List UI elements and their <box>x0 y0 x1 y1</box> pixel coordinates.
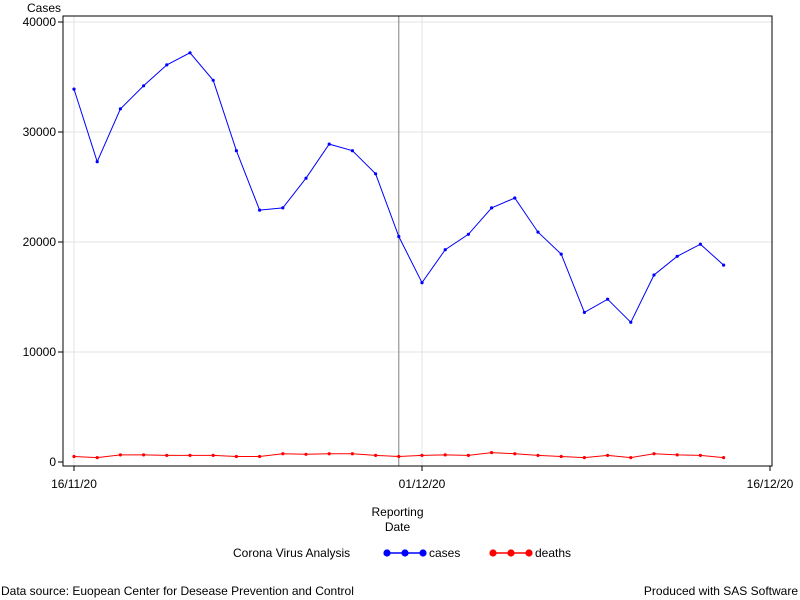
deaths-point <box>490 451 494 455</box>
legend: Corona Virus Analysis cases deaths <box>233 546 571 560</box>
deaths-point <box>698 453 703 457</box>
cases-point <box>95 160 99 164</box>
deaths-point <box>211 453 215 457</box>
cases-point <box>698 242 703 246</box>
legend-marker <box>401 549 409 557</box>
cases-point <box>443 248 447 252</box>
cases-point <box>722 263 726 267</box>
cases-point <box>606 297 610 301</box>
y-tick-label: 30000 <box>23 125 57 139</box>
deaths-point <box>675 453 679 457</box>
y-tick-label: 20000 <box>23 235 57 249</box>
cases-point <box>188 51 192 55</box>
legend-item-deaths: deaths <box>489 546 571 560</box>
cases-point <box>582 310 587 314</box>
y-axis-label: Cases <box>27 1 61 15</box>
deaths-point <box>513 452 517 456</box>
legend-marker <box>525 549 533 557</box>
legend-label: deaths <box>535 546 571 560</box>
deaths-point <box>629 456 633 460</box>
cases-point <box>652 273 656 277</box>
cases-point <box>397 234 401 239</box>
cases-point <box>490 206 494 210</box>
x-axis-label-line-1: Reporting <box>371 505 423 519</box>
cases-point <box>327 142 331 146</box>
deaths-point <box>582 456 587 460</box>
cases-point <box>72 87 76 91</box>
cases-point <box>304 176 308 180</box>
legend-label: cases <box>429 546 460 560</box>
deaths-point <box>420 453 424 457</box>
deaths-point <box>397 454 401 459</box>
cases-point <box>374 172 378 176</box>
deaths-point <box>722 456 726 460</box>
cases-point <box>559 252 563 256</box>
deaths-point <box>559 454 563 459</box>
cases-point <box>350 149 354 153</box>
deaths-point <box>374 453 378 457</box>
software-footnote: Produced with SAS Software <box>643 584 798 598</box>
cases-point <box>536 230 540 234</box>
y-tick-label: 40000 <box>23 15 57 29</box>
deaths-point <box>95 456 99 460</box>
deaths-point <box>258 454 262 459</box>
gridlines <box>63 16 772 466</box>
cases-point <box>420 281 424 285</box>
deaths-point <box>142 453 146 457</box>
legend-marker <box>383 549 391 557</box>
cases-point <box>142 84 146 88</box>
series-group <box>72 51 726 460</box>
plot-frame <box>62 15 773 467</box>
deaths-point <box>118 453 122 457</box>
deaths-point <box>443 453 447 457</box>
deaths-point <box>281 452 285 456</box>
deaths-point <box>304 452 308 456</box>
data-source-footnote: Data source: Euopean Center for Desease … <box>1 584 354 598</box>
x-tick-label: 01/12/20 <box>399 477 446 491</box>
legend-marker <box>489 549 497 557</box>
y-tick-label: 10000 <box>23 345 57 359</box>
deaths-point <box>466 453 470 457</box>
series-deaths <box>72 451 726 460</box>
deaths-point <box>536 453 540 457</box>
legend-marker <box>507 549 515 557</box>
deaths-point <box>234 454 238 459</box>
cases-point <box>258 208 262 212</box>
cases-point <box>281 206 285 210</box>
x-axis: 16/11/20 01/12/20 16/12/20 <box>51 466 794 491</box>
legend-title: Corona Virus Analysis <box>233 546 350 560</box>
x-axis-label-line-2: Date <box>385 520 411 534</box>
cases-point <box>211 78 215 82</box>
deaths-point <box>350 452 354 456</box>
legend-items: cases deaths <box>383 546 571 560</box>
deaths-point <box>188 453 192 457</box>
deaths-point <box>165 453 169 457</box>
legend-marker <box>419 549 427 557</box>
x-tick-label: 16/11/20 <box>51 477 97 491</box>
deaths-point <box>652 452 656 456</box>
cases-point <box>675 254 679 258</box>
cases-point <box>165 63 169 67</box>
series-cases <box>72 51 726 324</box>
cases-point <box>466 232 470 236</box>
deaths-point <box>606 453 610 457</box>
x-tick-label: 16/12/20 <box>747 477 794 491</box>
cases-point <box>118 107 122 111</box>
deaths-point <box>72 454 76 459</box>
deaths-point <box>327 452 331 456</box>
legend-item-cases: cases <box>383 546 460 560</box>
cases-point <box>629 320 633 324</box>
y-axis: 0 10000 20000 30000 40000 <box>23 15 63 469</box>
cases-point <box>234 149 238 153</box>
cases-point <box>513 196 517 200</box>
y-tick-label: 0 <box>49 455 56 469</box>
